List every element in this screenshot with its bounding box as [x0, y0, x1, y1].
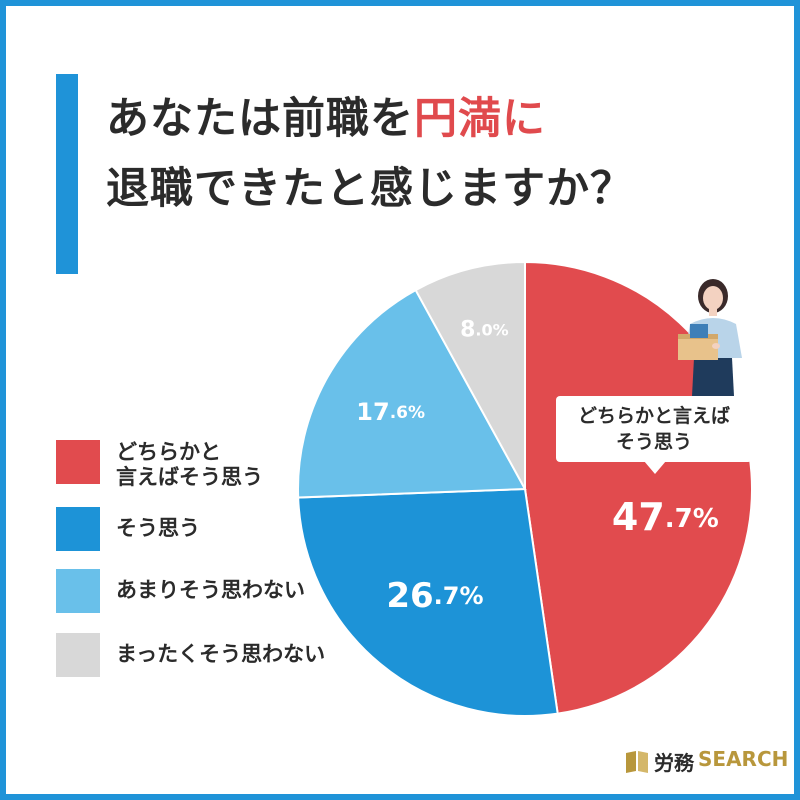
title-accent-bar [56, 74, 78, 274]
legend-swatch [56, 633, 100, 677]
person-carrying-box-icon [678, 279, 742, 396]
legend-item-somewhat-disagree: あまりそう思わない [56, 569, 356, 619]
title-line2: 退職できたと感じますか？ [106, 164, 634, 214]
slice-label-somewhat-agree: 47.7% [612, 494, 719, 538]
slice-label-disagree: 8.0% [460, 318, 509, 343]
page-title: あなたは前職を円満に 退職できたと感じますか？ [106, 84, 746, 224]
legend-swatch [56, 569, 100, 613]
legend-label: まったくそう思わない [116, 642, 326, 666]
slice-label-agree: 26.7% [386, 576, 483, 616]
legend-label: あまりそう思わない [116, 578, 305, 602]
legend-swatch [56, 440, 100, 484]
callout-line1: どちらかと言えば [577, 405, 730, 427]
logo: 労務 SEARCH [624, 744, 788, 778]
legend-label: どちらかと 言えばそう思う [116, 440, 263, 489]
logo-text-en: SEARCH [698, 747, 789, 771]
callout-tail [644, 461, 666, 474]
legend-swatch [56, 507, 100, 551]
legend-label: そう思う [116, 516, 200, 540]
slice-somewhat-disagree [297, 288, 527, 499]
title-line1-accent: 円満に [414, 94, 546, 144]
slice-agree [297, 487, 559, 717]
legend-item-disagree: まったくそう思わない [56, 633, 356, 683]
logo-text-jp: 労務 [654, 751, 694, 775]
slice-label-somewhat-disagree: 17.6% [356, 398, 425, 426]
legend-item-somewhat-agree: どちらかと 言えばそう思う [56, 440, 356, 490]
highlight-callout: どちらかと言えば そう思う [556, 396, 752, 462]
book-icon [626, 751, 648, 773]
title-line1-prefix: あなたは前職を [106, 94, 414, 144]
legend-item-agree: そう思う [56, 507, 356, 557]
slice-disagree [414, 260, 526, 490]
callout-line2: そう思う [615, 431, 692, 453]
